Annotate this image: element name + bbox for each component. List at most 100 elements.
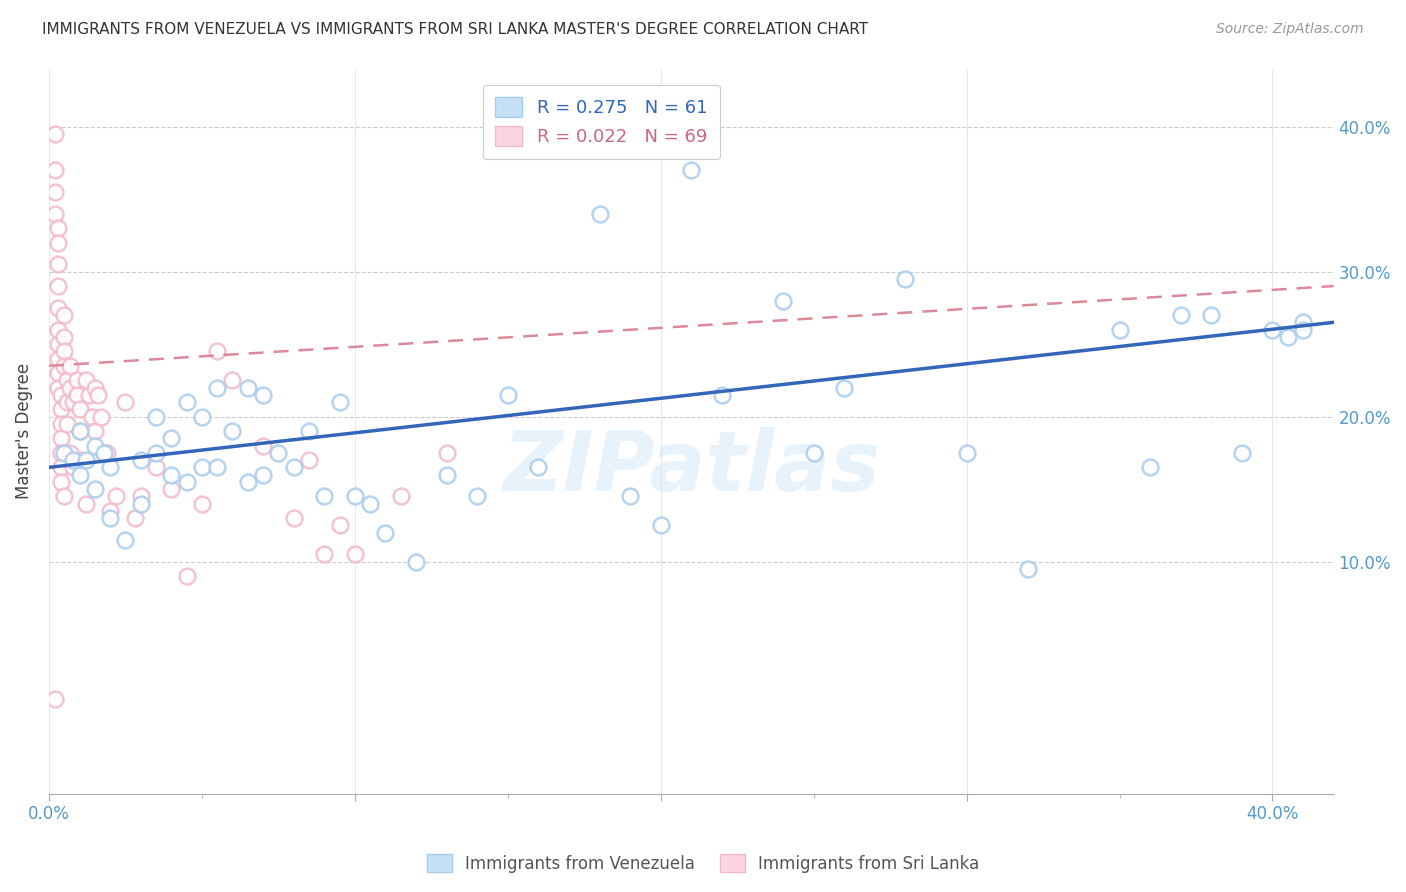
Point <box>56 373 79 387</box>
Point <box>145 409 167 424</box>
Point <box>465 489 488 503</box>
Point <box>46 381 69 395</box>
Point <box>83 424 105 438</box>
Point <box>62 395 84 409</box>
Point <box>75 497 97 511</box>
Point <box>51 417 73 431</box>
Point <box>51 446 73 460</box>
Point <box>114 533 136 547</box>
Point <box>105 489 128 503</box>
Point <box>374 525 396 540</box>
Point <box>98 511 121 525</box>
Legend: R = 0.275   N = 61, R = 0.022   N = 69: R = 0.275 N = 61, R = 0.022 N = 69 <box>482 85 720 159</box>
Point <box>53 344 76 359</box>
Point <box>53 359 76 373</box>
Point <box>314 489 336 503</box>
Point <box>62 460 84 475</box>
Point <box>114 395 136 409</box>
Point <box>59 359 82 373</box>
Point <box>56 417 79 431</box>
Y-axis label: Master's Degree: Master's Degree <box>15 363 32 500</box>
Point <box>681 163 703 178</box>
Point <box>46 235 69 250</box>
Point <box>124 511 146 525</box>
Point <box>496 388 519 402</box>
Point <box>314 547 336 561</box>
Point <box>894 272 917 286</box>
Point <box>51 388 73 402</box>
Point <box>619 489 641 503</box>
Point <box>93 446 115 460</box>
Point <box>69 402 91 417</box>
Point <box>205 344 228 359</box>
Point <box>1292 322 1315 336</box>
Point <box>389 489 412 503</box>
Point <box>65 388 87 402</box>
Point <box>1201 308 1223 322</box>
Point <box>205 460 228 475</box>
Point <box>283 460 305 475</box>
Point <box>129 453 152 467</box>
Point <box>44 206 66 220</box>
Point <box>176 475 198 489</box>
Point <box>51 475 73 489</box>
Point <box>75 373 97 387</box>
Point <box>46 351 69 366</box>
Point <box>44 163 66 178</box>
Point <box>527 460 550 475</box>
Point <box>205 381 228 395</box>
Legend: Immigrants from Venezuela, Immigrants from Sri Lanka: Immigrants from Venezuela, Immigrants fr… <box>420 847 986 880</box>
Point <box>90 409 112 424</box>
Point <box>44 185 66 199</box>
Text: ZIPatlas: ZIPatlas <box>502 427 880 508</box>
Point <box>1230 446 1253 460</box>
Point <box>69 467 91 482</box>
Point <box>803 446 825 460</box>
Point <box>87 388 110 402</box>
Point <box>283 511 305 525</box>
Point <box>69 424 91 438</box>
Point <box>832 381 855 395</box>
Point <box>359 497 381 511</box>
Text: IMMIGRANTS FROM VENEZUELA VS IMMIGRANTS FROM SRI LANKA MASTER'S DEGREE CORRELATI: IMMIGRANTS FROM VENEZUELA VS IMMIGRANTS … <box>42 22 869 37</box>
Point <box>343 547 366 561</box>
Point <box>1139 460 1161 475</box>
Point <box>191 497 214 511</box>
Point <box>160 482 183 496</box>
Point <box>65 373 87 387</box>
Point <box>98 504 121 518</box>
Point <box>160 431 183 445</box>
Point <box>405 555 427 569</box>
Text: Source: ZipAtlas.com: Source: ZipAtlas.com <box>1216 22 1364 37</box>
Point <box>1170 308 1192 322</box>
Point <box>53 330 76 344</box>
Point <box>160 467 183 482</box>
Point <box>51 431 73 445</box>
Point <box>83 439 105 453</box>
Point <box>53 446 76 460</box>
Point <box>298 453 321 467</box>
Point <box>83 482 105 496</box>
Point <box>191 460 214 475</box>
Point <box>62 453 84 467</box>
Point <box>56 395 79 409</box>
Point <box>44 127 66 141</box>
Point <box>129 489 152 503</box>
Point <box>236 381 259 395</box>
Point <box>59 381 82 395</box>
Point <box>46 301 69 315</box>
Point <box>176 569 198 583</box>
Point <box>252 467 274 482</box>
Point <box>343 489 366 503</box>
Point <box>436 446 458 460</box>
Point <box>51 402 73 417</box>
Point <box>650 518 672 533</box>
Point <box>252 439 274 453</box>
Point <box>298 424 321 438</box>
Point <box>1277 330 1299 344</box>
Point <box>46 279 69 293</box>
Point <box>98 460 121 475</box>
Point <box>96 446 118 460</box>
Point <box>329 395 352 409</box>
Point <box>44 692 66 706</box>
